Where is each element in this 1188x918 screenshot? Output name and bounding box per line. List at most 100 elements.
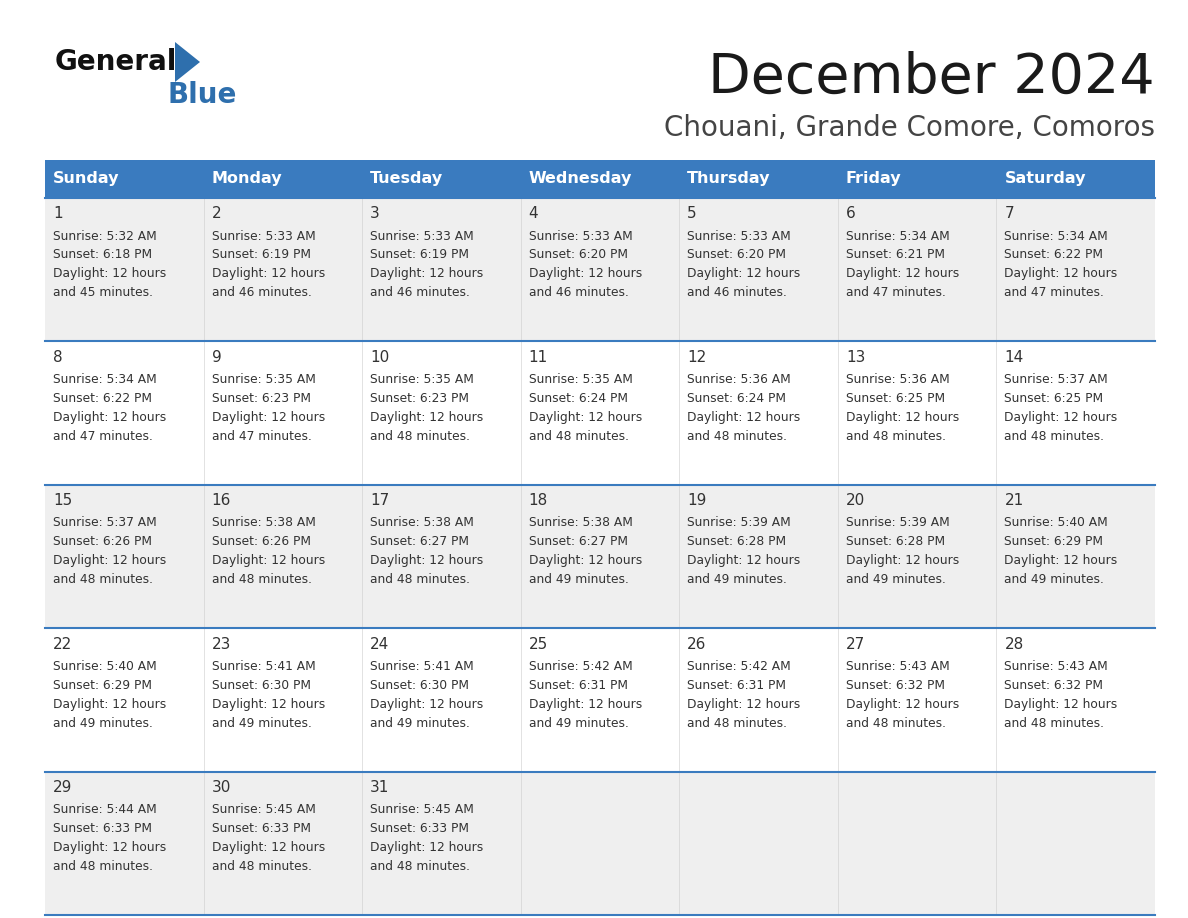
Text: 16: 16 [211,493,230,509]
Text: Sunset: 6:21 PM: Sunset: 6:21 PM [846,249,944,262]
Text: Sunrise: 5:37 AM: Sunrise: 5:37 AM [53,516,157,530]
Bar [45,341,1155,485]
Text: Sunset: 6:32 PM: Sunset: 6:32 PM [846,678,944,691]
Text: 13: 13 [846,350,865,364]
Text: and 48 minutes.: and 48 minutes. [846,430,946,442]
Text: Sunset: 6:26 PM: Sunset: 6:26 PM [211,535,310,548]
Text: Blue: Blue [168,81,238,109]
Text: 21: 21 [1004,493,1024,509]
Text: 26: 26 [688,637,707,652]
Text: Daylight: 12 hours: Daylight: 12 hours [1004,411,1118,424]
Text: 5: 5 [688,207,697,221]
Text: Daylight: 12 hours: Daylight: 12 hours [1004,698,1118,711]
Text: Daylight: 12 hours: Daylight: 12 hours [371,841,484,854]
Text: and 48 minutes.: and 48 minutes. [688,430,788,442]
Text: 11: 11 [529,350,548,364]
Text: Sunrise: 5:38 AM: Sunrise: 5:38 AM [371,516,474,530]
Bar [45,485,1155,628]
Text: Sunrise: 5:33 AM: Sunrise: 5:33 AM [529,230,632,242]
Text: 12: 12 [688,350,707,364]
Text: Daylight: 12 hours: Daylight: 12 hours [53,411,166,424]
Text: 22: 22 [53,637,72,652]
Text: Daylight: 12 hours: Daylight: 12 hours [688,554,801,567]
Text: Sunset: 6:29 PM: Sunset: 6:29 PM [1004,535,1104,548]
Text: and 48 minutes.: and 48 minutes. [371,574,470,587]
Text: Sunset: 6:23 PM: Sunset: 6:23 PM [371,392,469,405]
Text: and 46 minutes.: and 46 minutes. [688,286,788,299]
Text: and 49 minutes.: and 49 minutes. [211,717,311,730]
Text: Daylight: 12 hours: Daylight: 12 hours [529,698,642,711]
Text: Chouani, Grande Comore, Comoros: Chouani, Grande Comore, Comoros [664,114,1155,142]
Text: Sunrise: 5:35 AM: Sunrise: 5:35 AM [529,373,632,386]
Text: 19: 19 [688,493,707,509]
Text: 23: 23 [211,637,230,652]
Text: and 48 minutes.: and 48 minutes. [53,860,153,873]
Text: Daylight: 12 hours: Daylight: 12 hours [371,411,484,424]
Text: Sunrise: 5:45 AM: Sunrise: 5:45 AM [371,803,474,816]
Text: and 47 minutes.: and 47 minutes. [1004,286,1105,299]
Text: 20: 20 [846,493,865,509]
Text: Sunrise: 5:44 AM: Sunrise: 5:44 AM [53,803,157,816]
Text: Sunset: 6:33 PM: Sunset: 6:33 PM [211,823,310,835]
Text: Sunrise: 5:32 AM: Sunrise: 5:32 AM [53,230,157,242]
Text: 2: 2 [211,207,221,221]
Text: and 48 minutes.: and 48 minutes. [846,717,946,730]
Text: and 49 minutes.: and 49 minutes. [529,717,628,730]
Text: 15: 15 [53,493,72,509]
Text: Daylight: 12 hours: Daylight: 12 hours [211,411,324,424]
Text: Sunset: 6:28 PM: Sunset: 6:28 PM [688,535,786,548]
Text: Sunset: 6:25 PM: Sunset: 6:25 PM [846,392,944,405]
Text: Sunset: 6:18 PM: Sunset: 6:18 PM [53,249,152,262]
Text: Sunset: 6:29 PM: Sunset: 6:29 PM [53,678,152,691]
Text: Sunrise: 5:33 AM: Sunrise: 5:33 AM [371,230,474,242]
Text: Daylight: 12 hours: Daylight: 12 hours [371,698,484,711]
Text: Sunrise: 5:42 AM: Sunrise: 5:42 AM [529,660,632,673]
Text: Sunset: 6:20 PM: Sunset: 6:20 PM [688,249,786,262]
Text: and 48 minutes.: and 48 minutes. [688,717,788,730]
Text: Daylight: 12 hours: Daylight: 12 hours [211,267,324,281]
Text: Sunset: 6:19 PM: Sunset: 6:19 PM [371,249,469,262]
Text: Friday: Friday [846,172,902,186]
Text: Sunrise: 5:37 AM: Sunrise: 5:37 AM [1004,373,1108,386]
Text: 27: 27 [846,637,865,652]
Text: Sunrise: 5:42 AM: Sunrise: 5:42 AM [688,660,791,673]
Text: 14: 14 [1004,350,1024,364]
Bar [45,772,1155,915]
Text: Sunset: 6:32 PM: Sunset: 6:32 PM [1004,678,1104,691]
Bar [45,198,1155,341]
Text: Sunrise: 5:45 AM: Sunrise: 5:45 AM [211,803,316,816]
Text: and 46 minutes.: and 46 minutes. [529,286,628,299]
Text: Sunrise: 5:34 AM: Sunrise: 5:34 AM [53,373,157,386]
Text: and 48 minutes.: and 48 minutes. [211,574,311,587]
Text: Sunday: Sunday [53,172,120,186]
Text: 7: 7 [1004,207,1015,221]
Text: Sunset: 6:23 PM: Sunset: 6:23 PM [211,392,310,405]
Text: Daylight: 12 hours: Daylight: 12 hours [371,554,484,567]
Text: Sunrise: 5:36 AM: Sunrise: 5:36 AM [688,373,791,386]
Text: Daylight: 12 hours: Daylight: 12 hours [529,554,642,567]
Text: 29: 29 [53,780,72,795]
Text: and 45 minutes.: and 45 minutes. [53,286,153,299]
Text: Thursday: Thursday [688,172,771,186]
Text: 31: 31 [371,780,390,795]
Text: Daylight: 12 hours: Daylight: 12 hours [211,841,324,854]
Text: Sunrise: 5:33 AM: Sunrise: 5:33 AM [688,230,791,242]
Text: Sunrise: 5:39 AM: Sunrise: 5:39 AM [688,516,791,530]
Bar [45,628,1155,772]
Text: Daylight: 12 hours: Daylight: 12 hours [529,267,642,281]
Text: Daylight: 12 hours: Daylight: 12 hours [529,411,642,424]
Text: 1: 1 [53,207,63,221]
Text: 9: 9 [211,350,221,364]
Text: Sunrise: 5:36 AM: Sunrise: 5:36 AM [846,373,949,386]
Text: 17: 17 [371,493,390,509]
Text: Sunset: 6:31 PM: Sunset: 6:31 PM [688,678,786,691]
Text: Wednesday: Wednesday [529,172,632,186]
Text: Sunrise: 5:41 AM: Sunrise: 5:41 AM [211,660,315,673]
Text: Sunrise: 5:33 AM: Sunrise: 5:33 AM [211,230,315,242]
Text: Sunset: 6:33 PM: Sunset: 6:33 PM [371,823,469,835]
Text: Sunrise: 5:43 AM: Sunrise: 5:43 AM [1004,660,1108,673]
Text: Sunset: 6:19 PM: Sunset: 6:19 PM [211,249,310,262]
Text: Sunrise: 5:38 AM: Sunrise: 5:38 AM [529,516,632,530]
Text: and 47 minutes.: and 47 minutes. [53,430,153,442]
Polygon shape [175,42,200,82]
